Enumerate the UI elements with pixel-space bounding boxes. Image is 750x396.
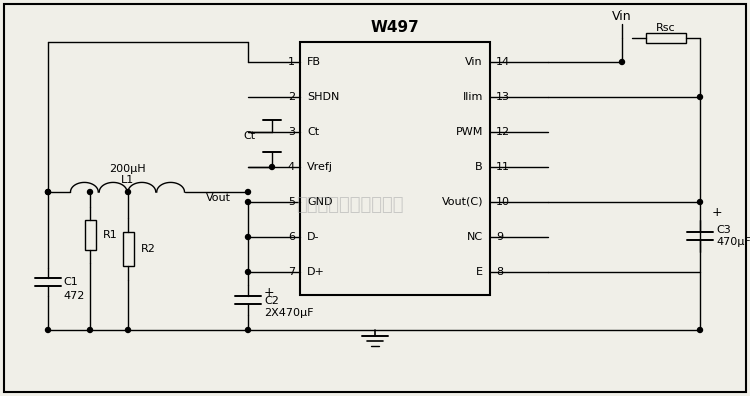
Circle shape [245, 234, 250, 240]
Text: 470μF: 470μF [716, 237, 750, 247]
Circle shape [245, 327, 250, 333]
Bar [646, 33, 686, 43]
Circle shape [245, 200, 250, 204]
Circle shape [46, 190, 50, 194]
Text: FB: FB [307, 57, 321, 67]
Text: 1: 1 [288, 57, 295, 67]
Text: W497: W497 [370, 21, 419, 36]
Circle shape [245, 270, 250, 274]
Text: 5: 5 [288, 197, 295, 207]
Text: Vrefj: Vrefj [307, 162, 333, 172]
Text: +: + [264, 286, 274, 299]
Circle shape [620, 59, 625, 65]
Text: 2: 2 [288, 92, 295, 102]
Text: Ct: Ct [307, 127, 320, 137]
Text: SHDN: SHDN [307, 92, 339, 102]
Text: Ilim: Ilim [463, 92, 483, 102]
Circle shape [88, 327, 92, 333]
Text: C2: C2 [264, 296, 279, 306]
Text: D-: D- [307, 232, 320, 242]
Text: 7: 7 [288, 267, 295, 277]
Text: Vin: Vin [612, 10, 632, 23]
Circle shape [46, 327, 50, 333]
Circle shape [698, 200, 703, 204]
Text: GND: GND [307, 197, 332, 207]
Text: 4: 4 [288, 162, 295, 172]
Bar [122, 232, 134, 266]
Text: Vout(C): Vout(C) [442, 197, 483, 207]
Circle shape [698, 95, 703, 99]
Text: Vout: Vout [206, 193, 230, 203]
Text: 13: 13 [496, 92, 510, 102]
Text: E: E [476, 267, 483, 277]
Circle shape [125, 190, 130, 194]
Text: 11: 11 [496, 162, 510, 172]
Text: +: + [712, 206, 723, 219]
Circle shape [125, 327, 130, 333]
Circle shape [88, 190, 92, 194]
Text: 3: 3 [288, 127, 295, 137]
Text: 8: 8 [496, 267, 503, 277]
Text: R2: R2 [141, 244, 156, 254]
Text: 9: 9 [496, 232, 503, 242]
Text: B: B [476, 162, 483, 172]
Text: C1: C1 [63, 277, 78, 287]
Text: 12: 12 [496, 127, 510, 137]
Text: C3: C3 [716, 225, 730, 235]
Text: PWM: PWM [455, 127, 483, 137]
Text: L1: L1 [121, 175, 134, 185]
Text: 14: 14 [496, 57, 510, 67]
Text: 472: 472 [63, 291, 84, 301]
Text: R1: R1 [103, 230, 118, 240]
Bar [300, 42, 490, 295]
Text: Ct: Ct [244, 131, 256, 141]
Bar [85, 220, 95, 250]
Circle shape [245, 190, 250, 194]
Text: 6: 6 [288, 232, 295, 242]
Circle shape [46, 190, 50, 194]
Text: Vin: Vin [465, 57, 483, 67]
Text: Rsc: Rsc [656, 23, 676, 33]
Circle shape [698, 327, 703, 333]
Text: 2X470μF: 2X470μF [264, 308, 314, 318]
Text: 10: 10 [496, 197, 510, 207]
Text: 200μH: 200μH [110, 164, 146, 174]
Text: D+: D+ [307, 267, 325, 277]
Circle shape [269, 164, 274, 169]
Text: 杭州将睿科技有限公司: 杭州将睿科技有限公司 [296, 196, 404, 214]
Text: NC: NC [466, 232, 483, 242]
